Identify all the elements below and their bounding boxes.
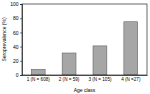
y-tick: 0 bbox=[16, 72, 22, 78]
bar bbox=[31, 69, 45, 75]
y-tick-mark bbox=[20, 18, 22, 19]
bar bbox=[62, 53, 76, 75]
y-tick-label: 20 bbox=[13, 58, 19, 64]
x-tick-label: 3 (N = 105) bbox=[88, 77, 112, 82]
y-tick: 60 bbox=[13, 30, 22, 36]
bar bbox=[124, 22, 138, 75]
y-tick-label: 100 bbox=[10, 1, 19, 7]
y-tick-mark bbox=[20, 75, 22, 76]
chart: 0 20 40 60 80 100 1 (N = 608) 2 (N = 59) 3 (N = … bbox=[0, 0, 150, 94]
y-tick-label: 60 bbox=[13, 30, 19, 36]
y-tick-mark bbox=[20, 47, 22, 48]
y-axis: 0 20 40 60 80 100 bbox=[10, 1, 22, 78]
x-tick-label: 1 (N = 608) bbox=[27, 77, 51, 82]
plot: 0 20 40 60 80 100 1 (N = 608) 2 (N = 59) 3 (N = … bbox=[10, 1, 147, 82]
y-tick-mark bbox=[20, 4, 22, 5]
y-axis-line bbox=[20, 5, 23, 76]
x-tick: 3 (N = 105) bbox=[88, 77, 112, 82]
bars bbox=[31, 22, 137, 75]
y-tick-mark bbox=[20, 32, 22, 33]
y-tick-mark bbox=[20, 61, 22, 62]
y-axis-title: Seroprevalence (%) bbox=[1, 17, 7, 62]
y-tick: 40 bbox=[13, 44, 22, 50]
x-tick: 1 (N = 608) bbox=[27, 77, 51, 82]
x-axis: 1 (N = 608) 2 (N = 59) 3 (N = 105) 4 (N =27… bbox=[23, 76, 148, 83]
y-tick: 80 bbox=[13, 15, 22, 21]
y-tick: 100 bbox=[10, 1, 22, 7]
x-tick: 4 (N =27) bbox=[121, 77, 141, 82]
bar bbox=[93, 46, 107, 75]
plot-frame bbox=[22, 4, 147, 75]
y-tick-label: 80 bbox=[13, 15, 19, 21]
y-tick-label: 0 bbox=[16, 72, 19, 78]
x-tick-label: 4 (N =27) bbox=[121, 77, 141, 82]
x-axis-title: Age class bbox=[74, 87, 96, 93]
x-tick: 2 (N = 59) bbox=[59, 77, 80, 82]
y-tick: 20 bbox=[13, 58, 22, 64]
y-tick-label: 40 bbox=[13, 44, 19, 50]
x-tick-label: 2 (N = 59) bbox=[59, 77, 80, 82]
x-axis-line bbox=[23, 75, 148, 76]
